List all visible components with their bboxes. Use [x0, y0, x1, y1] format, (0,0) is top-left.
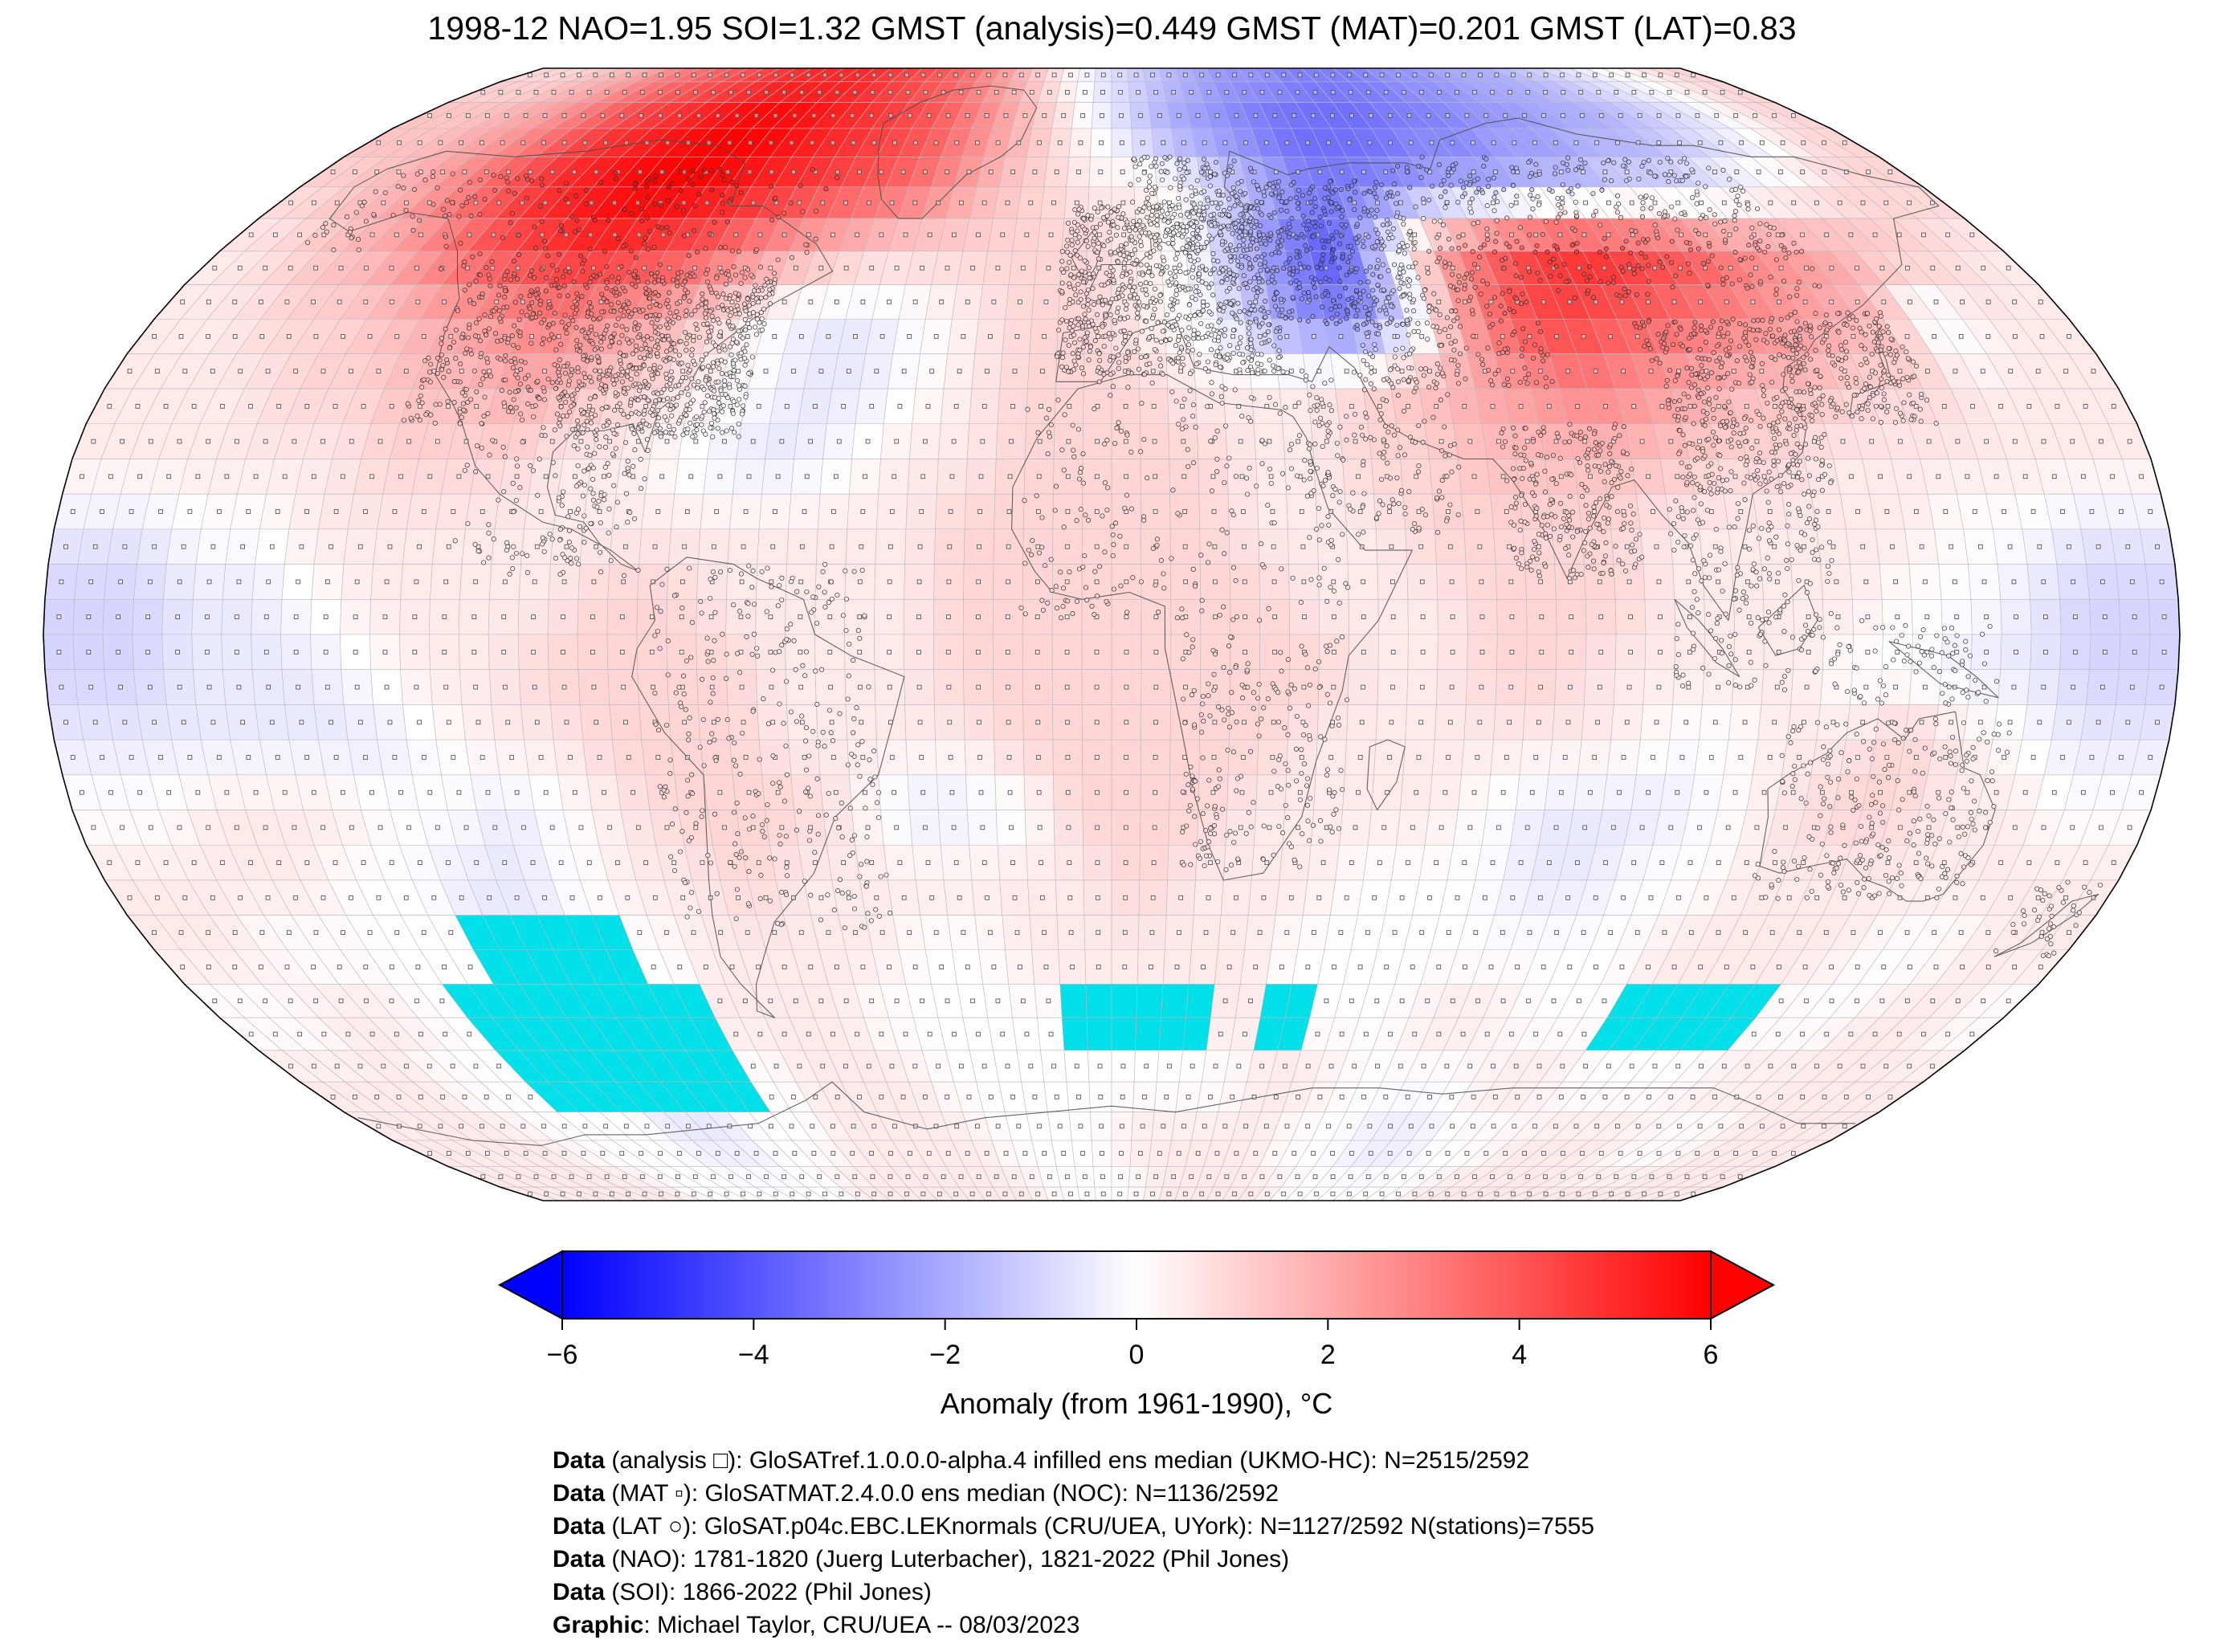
footer-line-bold-label: Graphic — [553, 1612, 644, 1638]
footer-line-text: (analysis □): GloSATref.1.0.0.0-alpha.4 … — [605, 1447, 1530, 1474]
footer-line: Data (LAT ○): GloSAT.p04c.EBC.LEKnormals… — [553, 1510, 1594, 1543]
footer-line: Data (MAT ▫): GloSATMAT.2.4.0.0 ens medi… — [553, 1477, 1594, 1510]
footer-credits: Data (analysis □): GloSATref.1.0.0.0-alp… — [553, 1444, 1594, 1642]
map-outline — [43, 67, 2181, 1201]
colorbar-axis-label: Anomaly (from 1961-1990), °C — [941, 1387, 1333, 1420]
footer-line-bold-label: Data — [553, 1480, 606, 1507]
footer-line-text: (LAT ○): GloSAT.p04c.EBC.LEKnormals (CRU… — [605, 1513, 1595, 1540]
footer-line: Data (analysis □): GloSATref.1.0.0.0-alp… — [553, 1444, 1594, 1477]
footer-line-text: (NAO): 1781-1820 (Juerg Luterbacher), 18… — [605, 1546, 1290, 1572]
footer-line-text: : Michael Taylor, CRU/UEA -- 08/03/2023 — [643, 1612, 1080, 1638]
station-markers — [305, 154, 2103, 959]
colorbar-tick-label: −4 — [738, 1340, 769, 1370]
footer-line-bold-label: Data — [553, 1447, 606, 1474]
colorbar-tick-label: 0 — [1129, 1340, 1145, 1370]
footer-line-text: (SOI): 1866-2022 (Phil Jones) — [605, 1579, 932, 1605]
analysis-gridcell-markers — [56, 72, 2167, 1197]
footer-line-bold-label: Data — [553, 1546, 606, 1572]
colorbar-tick-label: −2 — [929, 1340, 961, 1370]
colorbar-tick-label: 4 — [1512, 1340, 1527, 1370]
colorbar-right-arrow — [1710, 1250, 1776, 1320]
colorbar-tick-label: 6 — [1704, 1340, 1719, 1370]
footer-line: Data (NAO): 1781-1820 (Juerg Luterbacher… — [553, 1543, 1594, 1576]
colorbar-gradient — [561, 1250, 1712, 1320]
footer-line: Data (SOI): 1866-2022 (Phil Jones) — [553, 1576, 1594, 1609]
coastlines — [328, 85, 2100, 1146]
figure-title: 1998-12 NAO=1.95 SOI=1.32 GMST (analysis… — [427, 10, 1797, 47]
colorbar-tick-label: 2 — [1320, 1340, 1336, 1370]
footer-line-text: (MAT ▫): GloSATMAT.2.4.0.0 ens median (N… — [605, 1480, 1279, 1507]
colorbar: −6 −4 −2 0 2 4 6 Anomaly (from 1961-1990), °C — [497, 1250, 1776, 1420]
footer-line: Graphic: Michael Taylor, CRU/UEA -- 08/0… — [553, 1609, 1594, 1642]
colorbar-left-arrow — [497, 1250, 563, 1320]
footer-line-bold-label: Data — [553, 1513, 606, 1540]
footer-line-bold-label: Data — [553, 1579, 606, 1605]
colorbar-tick-label: −6 — [547, 1340, 578, 1370]
